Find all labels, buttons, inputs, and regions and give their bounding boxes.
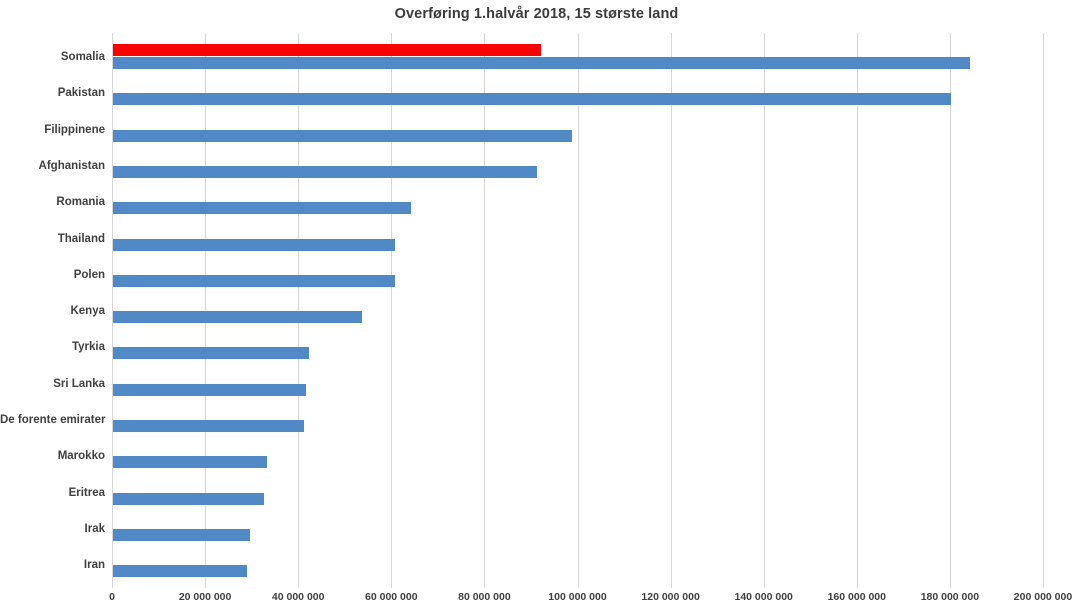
x-tick-label-2: 40 000 000 — [271, 591, 325, 603]
x-tick-label-0: 0 — [109, 591, 115, 603]
bar-sri-lanka — [113, 383, 307, 396]
bar-romania — [113, 202, 411, 215]
value-axis-line — [112, 33, 113, 588]
category-label-irak: Irak — [84, 522, 105, 535]
gridline — [205, 33, 207, 588]
category-label-kenya: Kenya — [70, 305, 105, 318]
category-label-thailand: Thailand — [57, 232, 105, 245]
category-label-pakistan: Pakistan — [57, 87, 105, 100]
bar-somalia-red — [113, 44, 542, 56]
gridline — [577, 33, 579, 588]
bar-irak — [113, 528, 251, 541]
gridline — [856, 33, 858, 588]
x-tick-label-3: 60 000 000 — [365, 591, 418, 603]
x-tick-label-6: 120 000 000 — [641, 591, 700, 603]
bar-de-forente-emirater — [113, 420, 304, 432]
gridline — [763, 33, 765, 588]
chart-title: Overføring 1.halvår 2018, 15 største lan… — [394, 6, 679, 22]
gridline — [1043, 33, 1044, 588]
bar-somalia — [113, 57, 970, 69]
bar-marokko — [113, 456, 267, 469]
category-label-romania: Romania — [56, 196, 105, 209]
gridline — [670, 33, 672, 588]
bar-kenya — [113, 311, 363, 324]
bar-afghanistan — [113, 165, 537, 178]
bar-eritrea — [113, 492, 265, 505]
x-tick-label-7: 140 000 000 — [734, 591, 793, 603]
category-label-tyrkia: Tyrkia — [71, 341, 105, 354]
plot-area — [112, 33, 1044, 588]
bar-polen — [113, 274, 395, 287]
bar-pakistan — [113, 93, 951, 106]
bar-tyrkia — [113, 347, 309, 360]
category-label-eritrea: Eritrea — [68, 486, 105, 499]
gridline — [298, 33, 300, 588]
category-label-somalia: Somalia — [60, 51, 105, 63]
gridline — [484, 33, 486, 588]
x-tick-label-1: 20 000 000 — [178, 591, 232, 603]
bar-filippinene — [113, 129, 572, 142]
x-tick-label-10: 200 000 000 — [1013, 591, 1073, 603]
gridline — [949, 33, 951, 588]
x-tick-label-4: 80 000 000 — [458, 591, 511, 603]
category-label-afghanistan: Afghanistan — [38, 159, 105, 172]
x-tick-label-8: 160 000 000 — [827, 591, 886, 603]
category-label-de-forente-emirater: De forente emirater — [0, 414, 106, 426]
gridline — [391, 33, 393, 588]
x-tick-label-5: 100 000 000 — [548, 591, 607, 603]
category-label-filippinene: Filippinene — [44, 123, 105, 136]
category-label-sri-lanka: Sri Lanka — [53, 377, 105, 390]
category-label-marokko: Marokko — [57, 450, 105, 463]
bar-iran — [113, 565, 247, 578]
x-tick-label-9: 180 000 000 — [920, 591, 980, 603]
category-label-polen: Polen — [73, 268, 105, 281]
category-label-iran: Iran — [83, 559, 105, 572]
bar-thailand — [113, 238, 395, 251]
